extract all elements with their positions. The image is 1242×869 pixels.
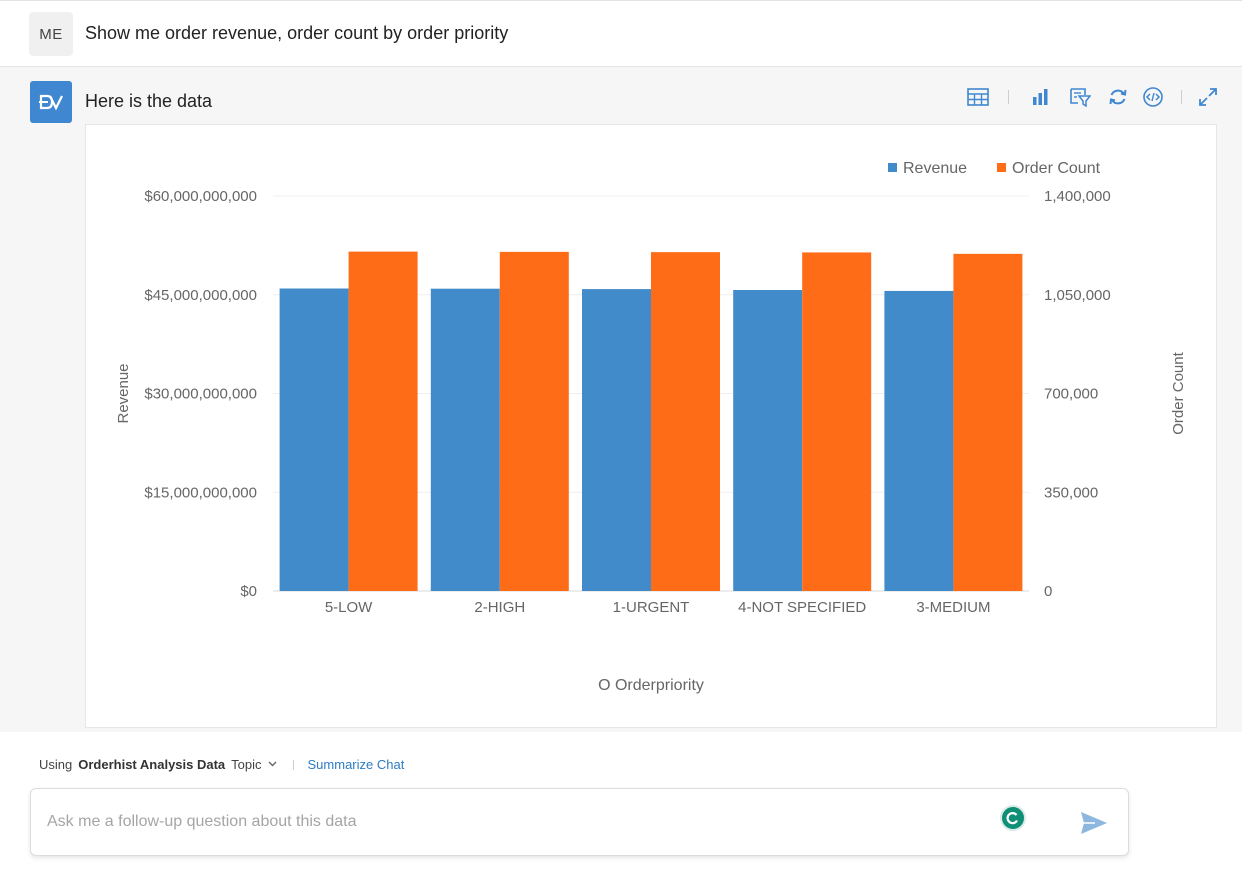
y2-axis-title: Order Count [1170,351,1187,434]
y2-tick-label: 1,400,000 [1044,188,1111,205]
follow-up-question-input[interactable] [47,809,947,835]
x-tick-label: 2-HIGH [474,599,525,616]
revenue-bar[interactable] [582,289,651,591]
topic-suffix: Topic [231,757,262,772]
ask-box [30,788,1129,856]
legend-item[interactable]: Revenue [888,160,967,177]
toolbar-divider [1181,90,1182,104]
bar-chart-icon[interactable] [1028,85,1052,109]
x-tick-label: 4-NOT SPECIFIED [738,599,866,616]
user-avatar: ME [29,12,73,56]
order-count-bar[interactable] [802,252,872,591]
x-tick-label: 5-LOW [325,599,373,616]
grammar-assistant-icon[interactable] [1000,805,1026,831]
user-message-row: ME Show me order revenue, order count by… [0,0,1242,67]
answer-area: Here is the data Revenue Order Coun [0,67,1242,732]
order-count-bar[interactable] [499,251,569,591]
y2-tick-label: 1,050,000 [1044,287,1111,304]
legend-label: Revenue [903,160,967,177]
filter-icon[interactable] [1068,85,1092,109]
y-tick-label: $15,000,000,000 [144,484,257,501]
topic-name: Orderhist Analysis Data [78,757,226,772]
x-tick-label: 1-URGENT [613,599,690,616]
y-tick-label: $45,000,000,000 [144,287,257,304]
revenue-bar[interactable] [430,288,500,591]
dv-logo-icon [39,94,63,111]
y2-tick-label: 700,000 [1044,386,1098,403]
y-tick-label: $60,000,000,000 [144,188,257,205]
x-axis-title: O Orderpriority [598,677,704,694]
using-prefix: Using [39,757,73,772]
legend-item[interactable]: Order Count [997,160,1101,177]
toolbar-divider [1008,90,1009,104]
chat-footer: Using Orderhist Analysis Data Topic Summ… [0,732,1242,869]
chart-toolbar [0,85,1242,109]
legend-swatch [997,163,1006,172]
y-tick-label: $0 [240,583,257,600]
bar-chart: Revenue Order Count O Orderpriority $0 0 $… [115,160,1187,694]
revenue-bar[interactable] [733,290,803,591]
topic-dropdown[interactable]: Topic [231,757,277,772]
order-count-bar[interactable] [651,252,720,591]
legend-label: Order Count [1012,160,1101,177]
legend-swatch [888,163,897,172]
user-question-text: Show me order revenue, order count by or… [85,23,509,43]
table-view-icon[interactable] [966,85,990,109]
summarize-chat-link[interactable]: Summarize Chat [307,757,405,772]
chevron-down-icon [268,759,277,770]
divider [292,759,294,770]
order-count-bar[interactable] [348,251,418,591]
refresh-icon[interactable] [1106,85,1130,109]
revenue-bar[interactable] [279,288,349,591]
send-icon[interactable] [1079,809,1109,837]
x-tick-label: 3-MEDIUM [916,599,990,616]
expand-icon[interactable] [1196,85,1220,109]
chart-card: Revenue Order Count O Orderpriority $0 0 $… [85,124,1217,728]
answer-title: Here is the data [85,91,213,111]
order-count-bar[interactable] [953,253,1023,591]
topic-line: Using Orderhist Analysis Data Topic Summ… [39,757,404,772]
y2-tick-label: 350,000 [1044,484,1098,501]
assistant-avatar [30,81,72,123]
y2-tick-label: 0 [1044,583,1052,600]
code-icon[interactable] [1141,85,1165,109]
revenue-bar[interactable] [884,290,954,591]
y-tick-label: $30,000,000,000 [144,386,257,403]
y-axis-title: Revenue [115,363,132,423]
